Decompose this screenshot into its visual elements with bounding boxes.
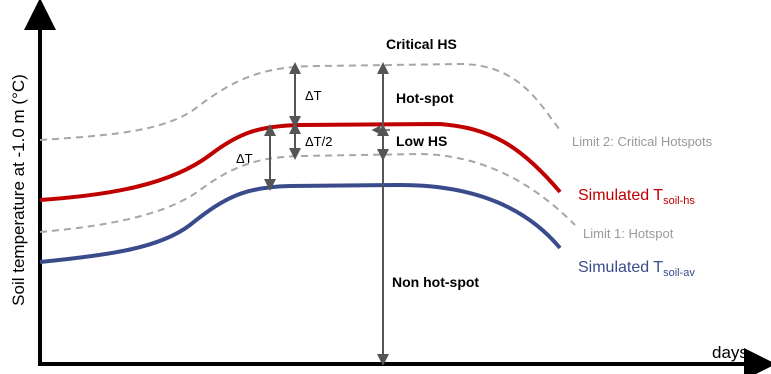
delta-upper-label: ΔT [305,88,322,103]
zone-low-label: Low HS [396,133,447,149]
zone-critical-label: Critical HS [386,36,457,52]
limit1-label: Limit 1: Hotspot [583,226,674,241]
delta-lower-label: ΔT [236,151,253,166]
limit2-label: Limit 2: Critical Hotspots [572,134,713,149]
limit1-curve [39,152,576,233]
y-axis-label: Soil temperature at -1.0 m (°C) [9,74,28,306]
sim-soil-av-label: Simulated Tsoil-av [578,259,695,279]
zone-non-label: Non hot-spot [392,274,479,290]
sim-soil-av-curve [39,182,562,264]
limit2-curve [39,62,561,141]
sim-soil-hs-curve [39,121,562,202]
delta-half-label: ΔT/2 [305,134,332,149]
sim-soil-hs-label: Simulated Tsoil-hs [578,187,695,207]
x-axis-label: days [712,343,748,362]
zone-hotspot-label: Hot-spot [396,90,454,106]
